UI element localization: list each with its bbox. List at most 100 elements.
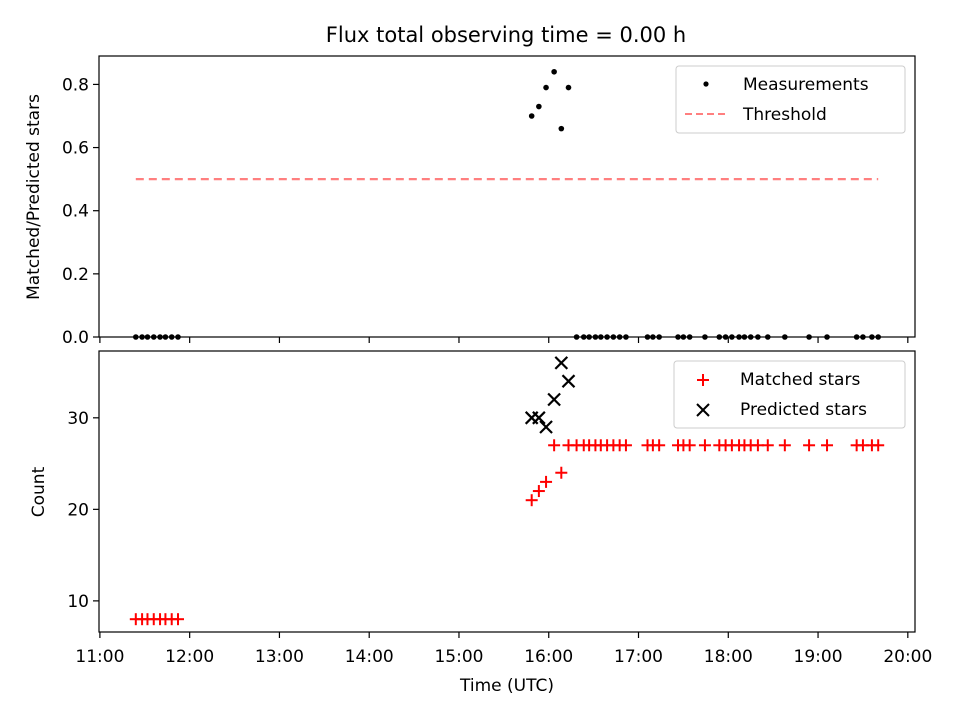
measurements-point	[144, 334, 151, 340]
measurements-point	[598, 334, 604, 340]
count-panel: 10 20 30 11:00 12:00 13:00 14:00 15:00 16:00 17:…	[29, 350, 932, 667]
x-axis-label: Time (UTC)	[459, 676, 554, 696]
measurements-point	[853, 334, 860, 340]
count-y-axis-label: Count	[29, 466, 49, 517]
matched-stars-point	[525, 494, 538, 507]
count-plot-area	[98, 350, 916, 633]
matched-stars-point	[548, 439, 561, 452]
measurements-point	[824, 334, 830, 340]
ratio-y-axis-label: Matched/Predicted stars	[24, 94, 44, 300]
y-tick-label: 0.4	[62, 202, 89, 222]
count-legend-box	[673, 360, 906, 429]
y-tick-label: 30	[67, 409, 89, 429]
measurements-point	[680, 334, 687, 340]
measurements-point	[573, 334, 580, 340]
measurements-point	[764, 334, 771, 340]
legend-matched-label: Matched stars	[740, 370, 860, 390]
x-tick-label: 17:00	[614, 647, 663, 667]
ratio-marks	[133, 68, 881, 340]
x-tick-label: 13:00	[255, 647, 304, 667]
y-tick-label: 0.6	[62, 139, 89, 159]
measurements-point	[536, 103, 542, 110]
x-tick-label: 15:00	[434, 647, 483, 667]
ratio-plot-area	[98, 55, 916, 338]
y-tick-label: 20	[67, 500, 89, 520]
measurements-point	[543, 84, 549, 91]
matched-stars-point	[778, 439, 791, 452]
measurements-point	[747, 334, 754, 340]
ratio-legend-box	[675, 65, 906, 134]
legend-threshold-label: Threshold	[742, 105, 827, 125]
count-marks	[129, 356, 885, 626]
x-tick-label: 16:00	[524, 647, 573, 667]
measurements-point	[686, 334, 693, 340]
measurements-point	[586, 334, 592, 340]
legend-predicted-label: Predicted stars	[740, 400, 867, 420]
measurements-point	[623, 334, 629, 340]
y-tick-label: 0.0	[62, 328, 89, 348]
measurements-point	[168, 334, 175, 340]
matched-stars-point	[683, 439, 696, 452]
measurements-point	[175, 334, 181, 340]
measurements-point	[580, 334, 587, 340]
x-tick-label: 19:00	[794, 647, 843, 667]
matched-stars-point	[555, 466, 568, 479]
measurements-point	[736, 334, 742, 340]
matched-stars-point	[540, 475, 553, 488]
count-y-ticks: 10 20 30	[67, 409, 99, 612]
x-tick-label: 11:00	[75, 647, 124, 667]
matched-stars-point	[619, 439, 632, 452]
matched-stars-point	[872, 439, 885, 452]
matched-stars-point	[821, 439, 834, 452]
matched-stars-point	[532, 485, 545, 498]
count-x-ticks: 11:00 12:00 13:00 14:00 15:00 16:00 17:00 18:00…	[75, 632, 932, 667]
measurements-point	[675, 334, 681, 340]
measurements-point	[716, 334, 723, 340]
ratio-legend: Measurements Threshold	[675, 65, 906, 134]
measurements-point	[162, 334, 169, 340]
x-tick-label: 14:00	[345, 647, 394, 667]
matched-stars-point	[653, 439, 666, 452]
measurements-point	[650, 334, 656, 340]
measurements-point	[139, 334, 145, 340]
measurements-point	[656, 334, 662, 340]
predicted-stars-point	[532, 411, 546, 425]
measurements-point	[741, 334, 748, 340]
measurements-point	[157, 334, 163, 340]
y-tick-label: 10	[67, 592, 89, 612]
measurements-point	[610, 334, 617, 340]
measurements-point	[722, 334, 729, 340]
count-legend: Matched stars Predicted stars	[673, 360, 906, 429]
measurements-point	[729, 334, 735, 340]
legend-measurements-swatch	[703, 81, 709, 87]
measurements-point	[551, 68, 557, 75]
y-tick-label: 0.2	[62, 265, 89, 285]
measurements-point	[875, 334, 881, 340]
chart-title: Flux total observing time = 0.00 h	[326, 23, 686, 47]
predicted-stars-point	[547, 392, 561, 407]
measurements-point	[565, 84, 572, 91]
legend-matched-swatch	[697, 374, 709, 386]
measurements-point	[604, 334, 610, 340]
predicted-stars-point	[561, 374, 576, 388]
matched-stars-point	[761, 439, 774, 452]
matched-stars-point	[171, 613, 184, 626]
ratio-y-ticks: 0.0 0.2 0.4 0.6 0.8	[62, 75, 99, 348]
measurements-point	[133, 334, 139, 340]
legend-predicted-swatch	[696, 403, 710, 417]
matched-stars-point	[698, 439, 711, 452]
measurements-point	[869, 334, 875, 340]
measurements-point	[558, 125, 565, 132]
measurements-point	[644, 334, 651, 340]
measurements-point	[860, 334, 866, 340]
measurements-point	[782, 334, 788, 340]
measurements-point	[528, 113, 535, 119]
measurements-point	[755, 334, 761, 340]
predicted-stars-point	[539, 420, 553, 434]
measurements-point	[616, 334, 623, 340]
x-tick-label: 20:00	[883, 647, 932, 667]
matched-stars-point	[803, 439, 816, 452]
ratio-panel: 0.00.20.40.60.8 Matched/Predicted stars …	[24, 55, 916, 348]
measurements-point	[150, 334, 157, 340]
